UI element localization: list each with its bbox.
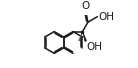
Text: O: O — [82, 1, 90, 11]
Text: OH: OH — [99, 12, 115, 22]
Polygon shape — [83, 32, 87, 42]
Text: OH: OH — [87, 42, 103, 52]
